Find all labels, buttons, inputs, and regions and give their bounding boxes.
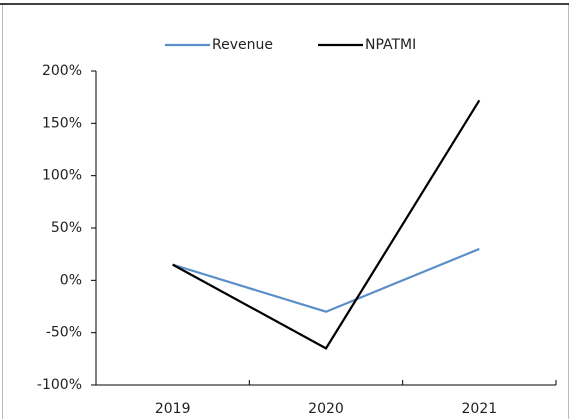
legend-label: NPATMI: [365, 37, 416, 53]
y-tick-label: 50%: [51, 220, 82, 236]
y-tick-label: 0%: [60, 272, 82, 288]
y-tick-label: 200%: [42, 63, 82, 79]
y-tick-label: -50%: [46, 325, 82, 341]
y-tick-label: 100%: [42, 168, 82, 184]
x-tick-label: 2021: [462, 401, 498, 417]
x-tick-label: 2019: [155, 401, 191, 417]
y-tick-label: -100%: [37, 377, 82, 393]
x-tick-label: 2020: [308, 401, 344, 417]
legend-label: Revenue: [212, 37, 273, 53]
chart-border: [2, 3, 569, 419]
series-line: [172, 247, 480, 313]
series-line: [172, 99, 481, 350]
y-tick-label: 150%: [42, 115, 82, 131]
